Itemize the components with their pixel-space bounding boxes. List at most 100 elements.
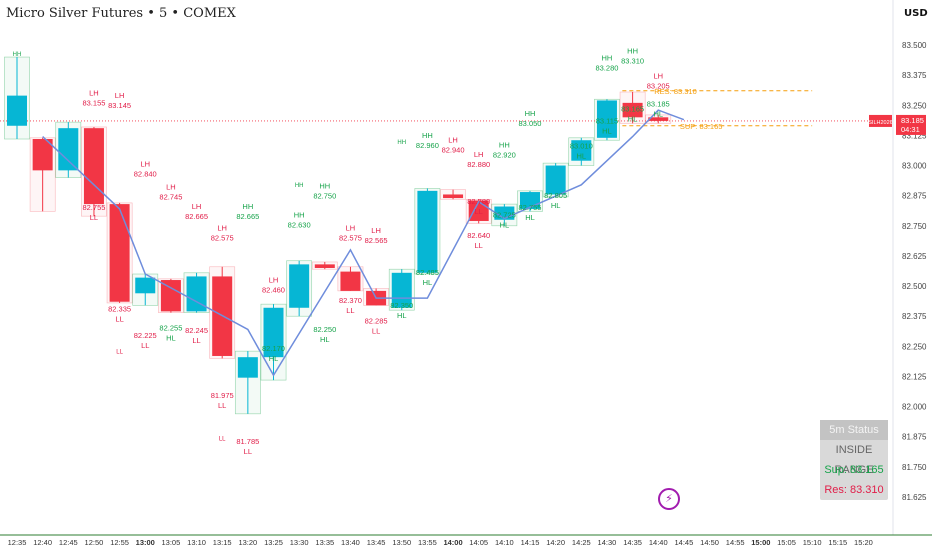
x-tick-label: 14:25 xyxy=(572,538,591,547)
candle-body xyxy=(83,128,104,205)
pivot-label: 82.285 LL xyxy=(365,316,388,335)
x-tick-label: 13:35 xyxy=(315,538,334,547)
support-label: SUP: 83.165 xyxy=(680,122,723,131)
pivot-label: 82.370 LL xyxy=(339,296,362,315)
candle-body xyxy=(32,139,53,171)
pivot-label: 82.640 LL xyxy=(467,231,490,250)
x-tick-label: 12:50 xyxy=(85,538,104,547)
pivot-label: HH 82.630 xyxy=(288,210,311,229)
pivot-label: HH 82.920 xyxy=(493,140,516,159)
x-tick-label: 14:55 xyxy=(726,538,745,547)
symbol-badge-label: SILH2026 xyxy=(868,120,892,126)
zigzag-line xyxy=(42,109,685,377)
candle-body xyxy=(186,276,207,312)
candle-body xyxy=(263,307,284,358)
x-tick-label: 13:10 xyxy=(187,538,206,547)
pivot-label: 82.225 LL xyxy=(134,331,157,350)
price-badge-countdown: 04:31 xyxy=(901,125,920,134)
pivot-label: LH 83.155 xyxy=(82,89,105,108)
candle-body xyxy=(58,128,79,171)
pivot-label: 82.755 LL xyxy=(82,203,105,222)
pivot-label: 81.975 LL xyxy=(211,391,234,410)
pivot-label: 82.725 HL xyxy=(493,210,516,229)
pivot-label: LH 82.665 xyxy=(185,202,208,221)
candle-body xyxy=(160,280,181,312)
pivot-label: HH xyxy=(397,140,406,146)
candle-body xyxy=(545,165,566,195)
candle-body xyxy=(109,204,130,302)
pivot-label: 83.165 HL xyxy=(621,104,644,123)
pivot-label: LH 82.940 xyxy=(442,136,465,155)
pivot-label: LH 82.575 xyxy=(211,224,234,243)
pivot-label: HH 83.280 xyxy=(595,54,618,73)
y-tick-label: 83.000 xyxy=(902,162,927,171)
x-tick-label: 13:00 xyxy=(136,538,155,547)
pivot-label: 82.755 HL xyxy=(519,203,542,222)
pivot-label: 82.805 HL xyxy=(544,191,567,210)
x-tick-label: 14:45 xyxy=(675,538,694,547)
x-tick-label: 15:00 xyxy=(751,538,770,547)
pivot-label: LL xyxy=(116,350,123,356)
y-tick-label: 81.750 xyxy=(902,463,927,472)
pivot-label: LH 82.575 xyxy=(339,224,362,243)
x-tick-label: 13:25 xyxy=(264,538,283,547)
pivot-label: LH 83.205 xyxy=(647,72,670,91)
x-tick-label: 12:40 xyxy=(33,538,52,547)
x-tick-label: 15:10 xyxy=(803,538,822,547)
price-badge xyxy=(896,114,926,135)
candle-body xyxy=(417,190,438,273)
candle-body xyxy=(571,140,592,161)
pivot-label: HH 83.050 xyxy=(519,109,542,128)
symbol-badge xyxy=(869,114,892,127)
status-panel: 5m Status INSIDE RANGE Sup: 83.165 Res: … xyxy=(820,420,888,500)
symbol-title[interactable]: Micro Silver Futures • 5 • COMEX xyxy=(6,6,236,21)
y-tick-label: 83.500 xyxy=(902,41,927,50)
status-state: INSIDE RANGE xyxy=(834,444,874,476)
pivot-label: 82.245 LL xyxy=(185,326,208,345)
pivot-label: HH xyxy=(13,52,22,58)
pivot-label: 83.115 HL xyxy=(596,116,618,135)
pivot-label: LH 82.565 xyxy=(365,226,388,245)
pivot-label: 81.785 LL xyxy=(236,437,259,456)
x-tick-label: 14:20 xyxy=(546,538,565,547)
pivot-label: LL xyxy=(219,436,226,442)
candle-body xyxy=(443,194,464,199)
x-tick-label: 13:50 xyxy=(392,538,411,547)
x-tick-label: 15:20 xyxy=(854,538,873,547)
pivot-label: HH 82.750 xyxy=(313,181,336,200)
x-tick-label: 14:05 xyxy=(469,538,488,547)
x-tick-label: 14:30 xyxy=(598,538,617,547)
y-tick-label: 82.250 xyxy=(902,342,927,351)
y-tick-label: 82.625 xyxy=(902,252,927,261)
candle-body xyxy=(237,357,258,378)
status-title: 5m Status xyxy=(820,420,888,440)
resistance-label: RES: 83.310 xyxy=(654,87,697,96)
x-tick-label: 13:15 xyxy=(213,538,232,547)
pivot-label: 82.255 HL xyxy=(159,324,182,343)
x-tick-label: 14:10 xyxy=(495,538,514,547)
y-tick-label: 83.375 xyxy=(902,71,927,80)
pivot-label: HH xyxy=(295,183,304,189)
pivot-label: HH 83.310 xyxy=(621,46,644,65)
candle-body xyxy=(648,117,669,121)
x-tick-label: 12:55 xyxy=(110,538,129,547)
currency-label[interactable]: USD xyxy=(904,8,928,19)
x-tick-label: 13:05 xyxy=(162,538,181,547)
x-tick-label: 13:55 xyxy=(418,538,437,547)
candle-body xyxy=(135,277,156,294)
x-tick-label: 14:00 xyxy=(443,538,462,547)
pivot-label: 82.350 HL xyxy=(390,301,413,320)
x-tick-label: 15:05 xyxy=(777,538,796,547)
y-tick-label: 81.625 xyxy=(902,493,927,502)
y-tick-label: 81.875 xyxy=(902,433,927,442)
flash-icon[interactable]: ⚡ xyxy=(658,488,680,510)
pivot-label: LH 83.145 xyxy=(108,91,131,110)
y-tick-label: 82.750 xyxy=(902,222,927,231)
pivot-label: HH 82.665 xyxy=(236,202,259,221)
pivot-label: 82.485 HL xyxy=(416,268,439,287)
y-tick-label: 82.375 xyxy=(902,312,927,321)
candle-body xyxy=(314,264,335,268)
x-tick-label: 13:45 xyxy=(367,538,386,547)
candle-body xyxy=(6,95,28,126)
